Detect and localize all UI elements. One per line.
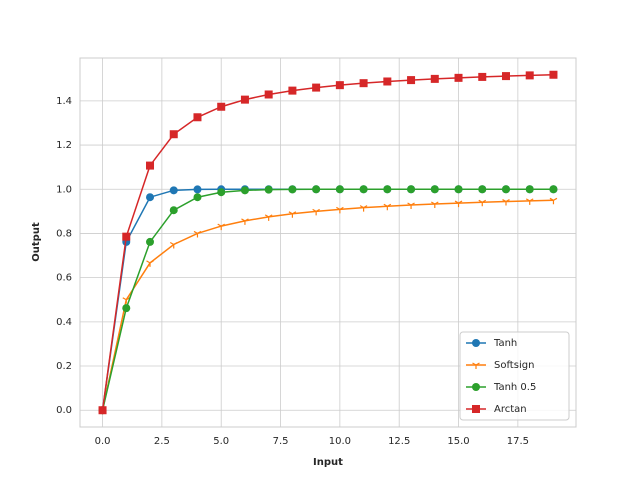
marker xyxy=(146,260,154,267)
marker xyxy=(525,185,534,194)
y-tick-label: 0.0 xyxy=(56,405,72,416)
marker xyxy=(98,406,107,415)
x-tick-label: 2.5 xyxy=(154,436,170,447)
marker xyxy=(264,185,273,194)
marker xyxy=(217,102,226,111)
marker xyxy=(122,232,131,241)
marker xyxy=(335,185,344,194)
marker xyxy=(312,208,320,216)
marker xyxy=(193,230,202,238)
x-tick-label: 17.5 xyxy=(507,436,529,447)
marker xyxy=(264,90,273,99)
y-tick-label: 0.6 xyxy=(56,273,72,284)
marker xyxy=(359,185,368,194)
marker xyxy=(478,72,487,81)
marker xyxy=(472,362,480,369)
marker xyxy=(146,193,155,202)
marker xyxy=(312,83,321,92)
marker xyxy=(501,185,510,194)
marker xyxy=(525,198,534,205)
marker xyxy=(478,185,487,194)
legend-label: Softsign xyxy=(494,360,534,371)
legend-label: Tanh xyxy=(493,338,517,349)
marker xyxy=(146,237,155,246)
marker xyxy=(359,205,368,212)
marker xyxy=(169,241,178,249)
marker xyxy=(146,161,155,170)
marker xyxy=(217,223,226,231)
marker xyxy=(217,188,226,197)
marker xyxy=(407,185,416,194)
y-tick-label: 1.0 xyxy=(56,184,72,195)
marker xyxy=(359,79,368,88)
marker xyxy=(241,218,249,225)
marker xyxy=(454,73,463,82)
marker xyxy=(472,383,480,391)
marker xyxy=(288,185,297,194)
marker xyxy=(169,130,178,139)
series-line xyxy=(101,199,554,411)
y-axis-label: Output xyxy=(31,222,42,262)
marker xyxy=(549,197,558,205)
marker xyxy=(430,74,439,83)
marker xyxy=(472,339,480,347)
marker xyxy=(169,206,178,215)
legend-label: Arctan xyxy=(494,404,527,415)
marker xyxy=(478,199,487,207)
marker xyxy=(407,76,416,85)
marker xyxy=(336,206,344,214)
x-tick-label: 7.5 xyxy=(273,436,289,447)
marker xyxy=(193,113,202,122)
marker xyxy=(240,95,249,104)
marker xyxy=(288,211,297,218)
marker xyxy=(407,202,415,210)
marker xyxy=(383,77,392,86)
marker xyxy=(240,186,249,195)
x-tick-label: 5.0 xyxy=(213,436,229,447)
marker xyxy=(430,185,439,194)
x-tick-label: 10.0 xyxy=(329,436,351,447)
marker xyxy=(288,86,297,95)
marker xyxy=(549,70,558,79)
x-tick-label: 15.0 xyxy=(447,436,469,447)
marker xyxy=(472,405,480,413)
y-tick-label: 0.8 xyxy=(56,228,72,239)
plot-frame xyxy=(79,57,577,428)
marker xyxy=(193,193,202,202)
marker xyxy=(264,214,273,221)
legend-label: Tanh 0.5 xyxy=(493,382,536,393)
x-tick-label: 0.0 xyxy=(95,436,111,447)
y-tick-label: 1.2 xyxy=(56,140,72,151)
marker xyxy=(312,185,321,194)
marker xyxy=(122,304,131,313)
x-tick-label: 12.5 xyxy=(388,436,410,447)
marker xyxy=(169,186,178,195)
marker xyxy=(383,203,392,211)
marker xyxy=(549,185,558,194)
marker xyxy=(454,185,463,194)
marker xyxy=(502,199,510,206)
y-tick-label: 0.2 xyxy=(56,361,72,372)
marker xyxy=(454,200,463,208)
marker xyxy=(335,81,344,90)
x-axis-label: Input xyxy=(313,457,343,468)
marker xyxy=(501,72,510,81)
y-tick-label: 0.4 xyxy=(56,317,72,328)
marker xyxy=(193,185,202,194)
marker xyxy=(383,185,392,194)
legend-box xyxy=(459,331,570,421)
marker xyxy=(430,201,439,208)
y-tick-label: 1.4 xyxy=(56,96,72,107)
marker xyxy=(525,71,534,80)
